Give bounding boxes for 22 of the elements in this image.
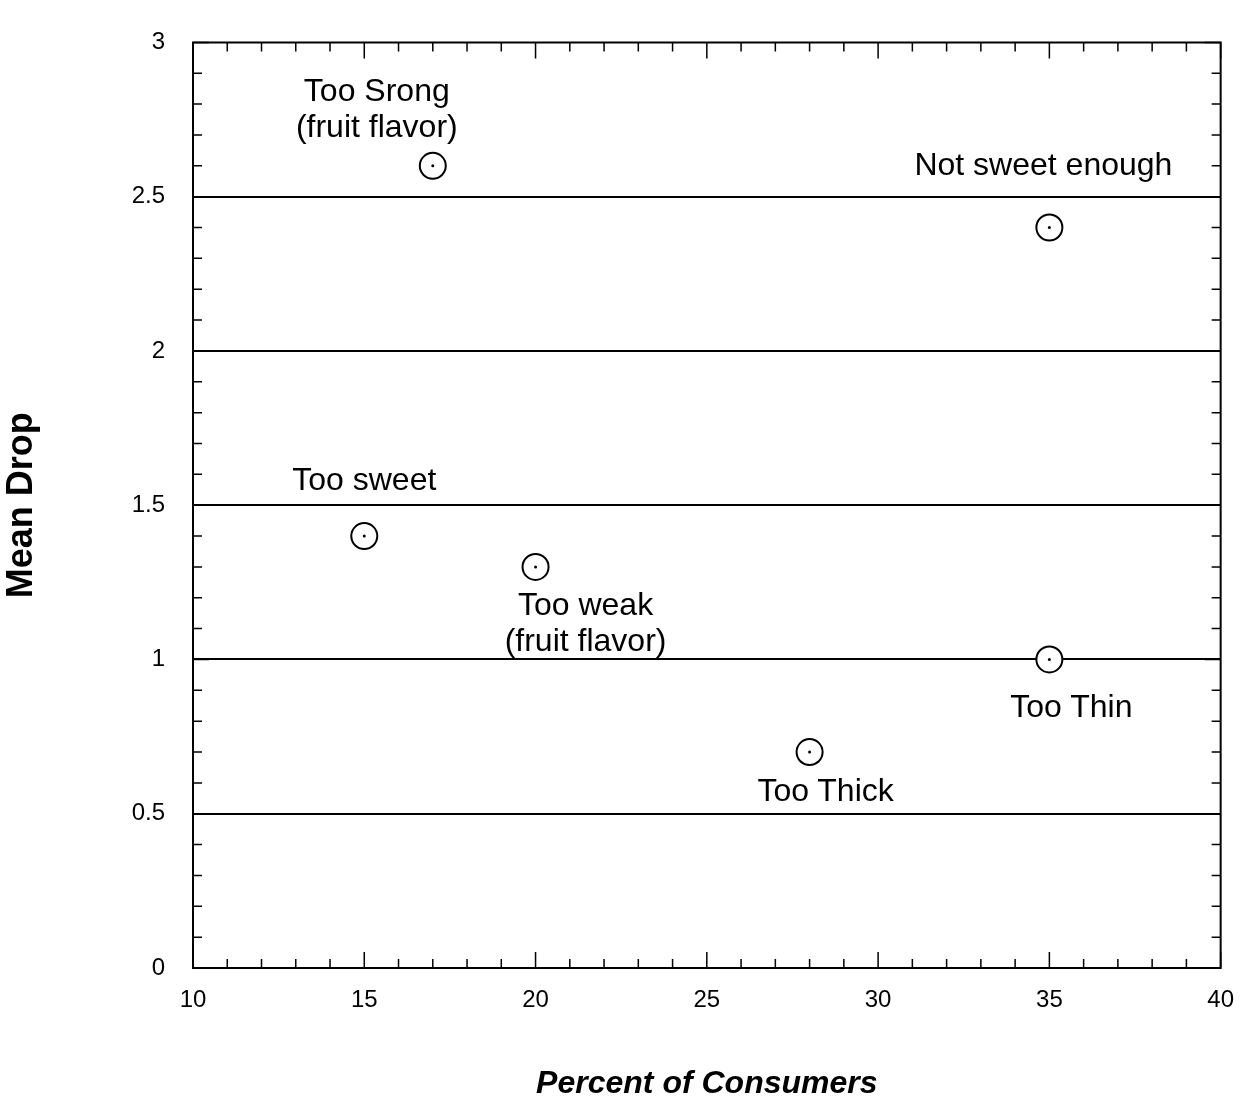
y-tick-label: 1 [151,644,165,672]
annotation: Too Thick [757,771,895,808]
x-tick-label: 30 [864,985,892,1013]
annotation: Not sweet enough [914,146,1173,183]
x-tick-label: 35 [1036,985,1063,1013]
x-tick-label: 20 [522,985,549,1013]
y-tick-label: 0.5 [131,798,165,826]
y-tick-label: 1.5 [131,489,165,517]
x-tick-label: 40 [1207,985,1234,1013]
y-axis-title: Mean Drop [0,412,40,599]
y-tick-label: 0 [151,952,165,980]
annotation: Too sweet [292,460,437,497]
y-tick-label: 2.5 [131,181,165,209]
x-tick-label: 10 [179,985,207,1013]
annotation: Too Thin [1010,688,1133,725]
annotation: Too weak (fruit flavor) [504,585,667,658]
x-axis-title: Percent of Consumers [536,1063,878,1100]
y-tick-label: 3 [151,27,165,55]
annotation: Too Srong (fruit flavor) [295,71,458,144]
x-tick-label: 25 [693,985,721,1013]
x-tick-label: 15 [350,985,378,1013]
y-tick-label: 2 [151,335,165,363]
